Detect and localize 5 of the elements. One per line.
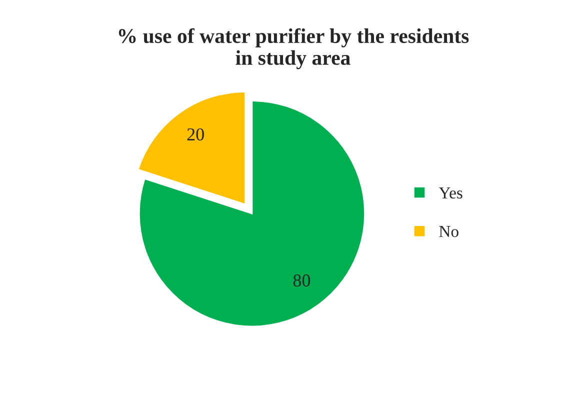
legend-label: No xyxy=(439,226,458,238)
data-label: 20 xyxy=(187,128,204,141)
data-label: 80 xyxy=(293,274,310,287)
legend-label: Yes xyxy=(438,187,462,199)
chart-title: % use of water purifier by the residents in study area xyxy=(118,28,469,70)
